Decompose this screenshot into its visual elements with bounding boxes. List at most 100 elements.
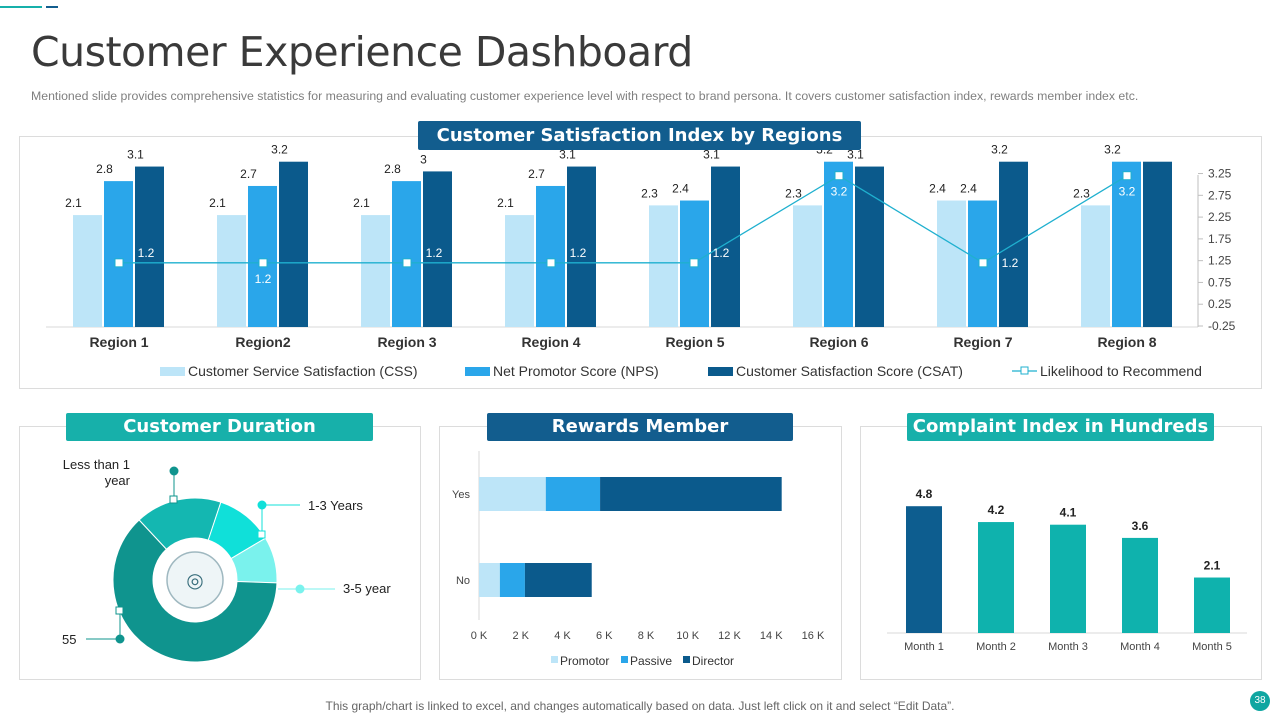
x-tick-label: Region 6 (809, 334, 868, 350)
data-label-nps: 2.7 (528, 167, 545, 181)
bar-css (793, 205, 822, 327)
bar-csat (1143, 161, 1172, 327)
line-data-label: 1.2 (138, 246, 155, 260)
legend-label-css: Customer Service Satisfaction (CSS) (188, 363, 418, 379)
donut-segment (112, 519, 278, 663)
bar-complaint (906, 506, 942, 633)
secondary-tick-label: 2.25 (1208, 210, 1232, 224)
x-tick-label: 6 K (596, 630, 613, 642)
bar-nps (248, 185, 277, 327)
bar-nps (536, 185, 565, 327)
customer-icon-circle (166, 551, 224, 609)
legend-swatch-nps (465, 367, 490, 376)
x-tick-label: Month 1 (904, 641, 944, 653)
data-label-css: 2.1 (209, 196, 226, 210)
complaint-panel: 4.8 Month 1 4.2 Month 2 4.1 Month 3 3.6 Month 4… (860, 426, 1262, 680)
secondary-tick-label: 2.75 (1208, 188, 1232, 202)
label-less-than-1: Less than 1 (63, 457, 130, 472)
y-tick-label: Yes (452, 489, 470, 501)
bar-csat (423, 171, 452, 327)
x-tick-label: 8 K (638, 630, 655, 642)
data-label-csat: 3.1 (127, 148, 144, 162)
bar-promotor (479, 477, 546, 511)
data-label-csat: 3 (420, 152, 427, 166)
x-tick-label: 14 K (760, 630, 783, 642)
data-label-css: 2.1 (65, 196, 82, 210)
line-marker (546, 258, 556, 268)
x-tick-label: Region2 (235, 334, 290, 350)
label-3-5-year: 3-5 year (343, 581, 391, 596)
data-label-nps: 2.8 (384, 162, 401, 176)
secondary-tick-label: -0.25 (1208, 319, 1236, 333)
data-label-css: 2.4 (929, 182, 946, 196)
secondary-tick-label: 3.25 (1208, 167, 1232, 181)
bar-nps (1112, 161, 1141, 327)
x-tick-label: Region 3 (377, 334, 436, 350)
data-label-nps: 2.4 (672, 182, 689, 196)
bar-csat (279, 161, 308, 327)
line-marker (978, 258, 988, 268)
x-tick-label: Month 5 (1192, 641, 1232, 653)
line-data-label: 1.2 (713, 246, 730, 260)
data-label-csat: 3.1 (559, 148, 576, 162)
bar-csat (567, 166, 596, 327)
bar-css (1081, 205, 1110, 327)
x-tick-label: Region 7 (953, 334, 1012, 350)
data-label-csat: 3.2 (991, 143, 1008, 157)
bar-director (524, 563, 592, 597)
complaint-header: Complaint Index in Hundreds (907, 413, 1214, 441)
data-label-nps: 2.8 (96, 162, 113, 176)
callout-dot-55 (115, 634, 125, 644)
data-label-css: 2.3 (641, 186, 658, 200)
data-label-nps: 2.7 (240, 167, 257, 181)
x-tick-label: 0 K (471, 630, 488, 642)
line-data-label: 1.2 (426, 246, 443, 260)
secondary-tick-label: 1.75 (1208, 232, 1232, 246)
satisfaction-header: Customer Satisfaction Index by Regions (418, 121, 861, 150)
rewards-chart[interactable]: Yes No 0 K 2 K 4 K 6 K 8 K 10 K 12 K 14 K 16 K Prom… (440, 427, 843, 681)
data-label: 4.2 (988, 503, 1005, 517)
bar-css (649, 205, 678, 327)
legend-label-likelihood: Likelihood to Recommend (1040, 363, 1202, 379)
label-55: 55 (62, 632, 76, 647)
callout-line-55 (86, 611, 121, 640)
rewards-panel: Yes No 0 K 2 K 4 K 6 K 8 K 10 K 12 K 14 K 16 K Prom… (439, 426, 842, 680)
x-tick-label: Region 8 (1097, 334, 1156, 350)
bar-nps (824, 161, 853, 327)
footer-note: This graph/chart is linked to excel, and… (325, 699, 955, 713)
data-label-css: 2.1 (353, 196, 370, 210)
data-label-nps: 3.2 (1104, 143, 1121, 157)
x-tick-label: Month 4 (1120, 641, 1160, 653)
legend-swatch-promotor (551, 656, 558, 663)
data-label-css: 2.3 (1073, 186, 1090, 200)
x-tick-label: 4 K (554, 630, 571, 642)
bar-css (217, 215, 246, 327)
data-label: 4.1 (1060, 506, 1077, 520)
bar-csat (855, 166, 884, 327)
callout-marker-13 (257, 530, 266, 539)
data-label: 2.1 (1204, 559, 1221, 573)
page-number: 38 (1250, 691, 1270, 711)
line-data-label: 3.2 (831, 185, 848, 199)
label-1-3-years: 1-3 Years (308, 498, 363, 513)
callout-line-13 (261, 504, 300, 534)
x-tick-label: 10 K (676, 630, 699, 642)
data-label-css: 2.1 (497, 196, 514, 210)
accent-line-navy (46, 6, 58, 8)
rewards-header: Rewards Member (487, 413, 793, 441)
line-marker (1122, 171, 1132, 181)
line-data-label: 3.2 (1119, 185, 1136, 199)
bar-passive (499, 563, 525, 597)
bar-complaint (1050, 524, 1086, 633)
line-marker (402, 258, 412, 268)
satisfaction-chart[interactable]: 2.1 2.8 3.1 Region 1 2.1 2.7 3.2 Region2 2.1 2.8 3… (20, 137, 1263, 390)
legend-label-passive: Passive (630, 654, 672, 668)
duration-header: Customer Duration (66, 413, 373, 441)
complaint-chart[interactable]: 4.8 Month 1 4.2 Month 2 4.1 Month 3 3.6 Month 4… (861, 427, 1263, 681)
data-label-csat: 3.1 (847, 148, 864, 162)
accent-line-teal (0, 6, 42, 8)
line-data-label: 1.2 (570, 246, 587, 260)
callout-dot-lt1 (169, 466, 179, 476)
legend-marker-likelihood (1020, 366, 1029, 375)
